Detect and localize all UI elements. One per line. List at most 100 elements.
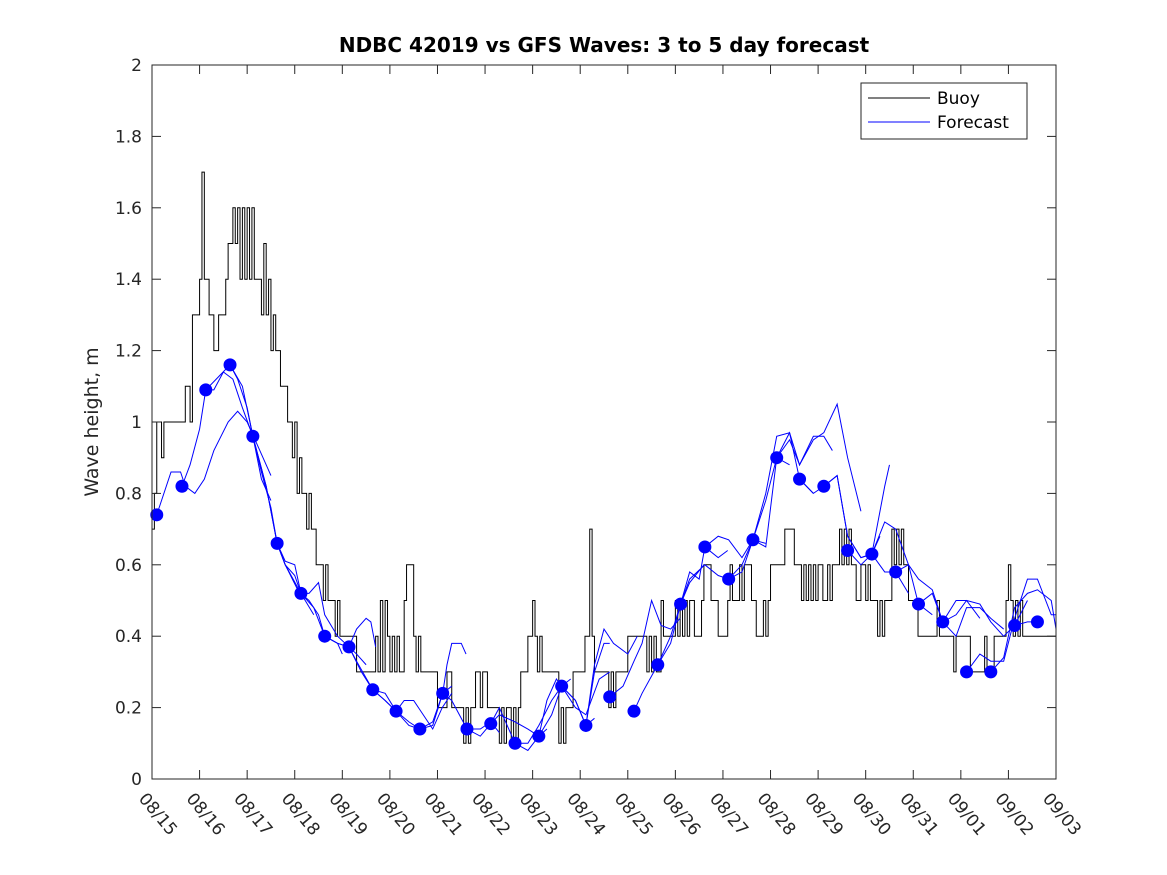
forecast-run-line <box>728 432 814 580</box>
x-tick-label: 09/03 <box>1038 789 1085 839</box>
forecast-run-line <box>680 539 766 605</box>
forecast-marker <box>342 640 356 654</box>
forecast-markers <box>150 358 1044 750</box>
forecast-marker <box>199 383 213 397</box>
x-axis: 08/15 08/16 08/17 08/18 08/19 08/20 08/21 08/22… <box>134 65 1085 840</box>
forecast-run-line <box>205 371 300 594</box>
forecast-marker <box>436 686 450 700</box>
y-axis-label: Wave height, m <box>81 347 103 496</box>
forecast-run-line <box>895 564 981 624</box>
forecast-marker <box>532 729 546 743</box>
x-tick-label: 09/02 <box>991 789 1038 839</box>
chart-title: NDBC 42019 vs GFS Waves: 3 to 5 day fore… <box>339 33 870 57</box>
y-tick-label: 0.2 <box>115 699 142 719</box>
forecast-marker <box>460 722 474 736</box>
y-tick-label: 1.6 <box>115 199 142 219</box>
forecast-marker <box>698 540 712 554</box>
y-tick-label: 0.4 <box>115 627 142 647</box>
x-tick-label: 08/20 <box>372 789 419 839</box>
forecast-run-line <box>561 627 638 728</box>
x-tick-label: 08/28 <box>753 789 800 839</box>
forecast-run-line <box>847 521 933 616</box>
forecast-marker <box>936 615 950 629</box>
legend-buoy-label: Buoy <box>937 89 980 109</box>
x-tick-label: 08/21 <box>420 789 467 839</box>
forecast-run-line <box>324 635 421 730</box>
y-axis: 0 0.2 0.4 0.6 0.8 1 1.2 1.4 1.6 1.8 2 <box>115 56 1056 790</box>
forecast-marker <box>366 683 380 697</box>
forecast-marker <box>389 704 403 718</box>
forecast-run-line <box>990 589 1056 673</box>
legend-box <box>860 82 1028 140</box>
forecast-run-line <box>538 671 610 737</box>
forecast-run-line <box>704 456 790 559</box>
forecast-run-line <box>156 410 272 515</box>
forecast-marker <box>722 572 736 586</box>
forecast-run-line <box>442 642 467 694</box>
forecast-marker <box>841 544 855 558</box>
forecast-run-line <box>585 642 610 726</box>
x-tick-label: 08/29 <box>800 789 847 839</box>
forecast-run-line <box>395 693 453 731</box>
forecast-marker <box>889 565 903 579</box>
forecast-run-line <box>752 431 833 548</box>
forecast-marker <box>793 472 807 486</box>
forecast-run-line <box>871 464 890 555</box>
forecast-run-line <box>229 364 315 616</box>
forecast-run-line <box>966 578 1056 673</box>
y-tick-label: 0 <box>131 770 142 790</box>
y-tick-label: 2 <box>131 56 142 76</box>
forecast-run-line <box>348 617 377 648</box>
x-tick-label: 09/01 <box>943 789 990 839</box>
forecast-run-line <box>657 546 729 666</box>
forecast-marker <box>984 665 998 679</box>
forecast-marker <box>484 717 498 731</box>
y-tick-label: 1.4 <box>115 270 142 290</box>
forecast-marker <box>674 597 688 611</box>
forecast-marker <box>1030 615 1044 629</box>
forecast-marker <box>1008 618 1022 632</box>
y-tick-label: 0.8 <box>115 484 142 504</box>
legend-forecast-label: Forecast <box>937 113 1009 133</box>
forecast-marker <box>270 536 284 550</box>
forecast-marker <box>960 665 974 679</box>
forecast-run-line <box>918 592 1004 638</box>
forecast-marker <box>651 658 665 672</box>
forecast-marker <box>175 479 189 493</box>
x-tick-label: 08/23 <box>515 789 562 839</box>
x-tick-label: 08/24 <box>562 789 609 839</box>
forecast-marker <box>318 629 332 643</box>
x-tick-label: 08/26 <box>658 789 705 839</box>
y-tick-label: 1.2 <box>115 342 142 362</box>
forecast-marker <box>865 547 879 561</box>
forecast-marker <box>603 690 617 704</box>
x-tick-label: 08/16 <box>182 789 229 839</box>
forecast-marker <box>150 508 164 522</box>
x-tick-label: 08/15 <box>134 789 181 839</box>
forecast-marker <box>223 358 237 372</box>
forecast-marker <box>246 429 260 443</box>
forecast-marker <box>294 586 308 600</box>
y-tick-label: 0.6 <box>115 556 142 576</box>
forecast-run-line <box>633 564 705 712</box>
x-tick-label: 08/25 <box>610 789 657 839</box>
forecast-run-line <box>776 402 862 512</box>
forecast-marker <box>911 597 925 611</box>
forecast-marker <box>555 679 569 693</box>
x-tick-label: 08/18 <box>277 789 324 839</box>
forecast-marker <box>627 704 641 718</box>
buoy-line <box>152 171 1056 744</box>
x-tick-label: 08/31 <box>895 789 942 839</box>
buoy-series <box>152 171 1056 744</box>
forecast-run-line <box>609 598 681 698</box>
x-tick-label: 08/27 <box>705 789 752 839</box>
forecast-run-line <box>515 685 595 744</box>
x-tick-label: 08/30 <box>848 789 895 839</box>
y-tick-label: 1.8 <box>115 127 142 147</box>
forecast-marker <box>413 722 427 736</box>
forecast-marker <box>770 451 784 465</box>
x-tick-label: 08/17 <box>229 789 276 839</box>
forecast-marker <box>817 479 831 493</box>
forecast-marker <box>579 718 593 732</box>
